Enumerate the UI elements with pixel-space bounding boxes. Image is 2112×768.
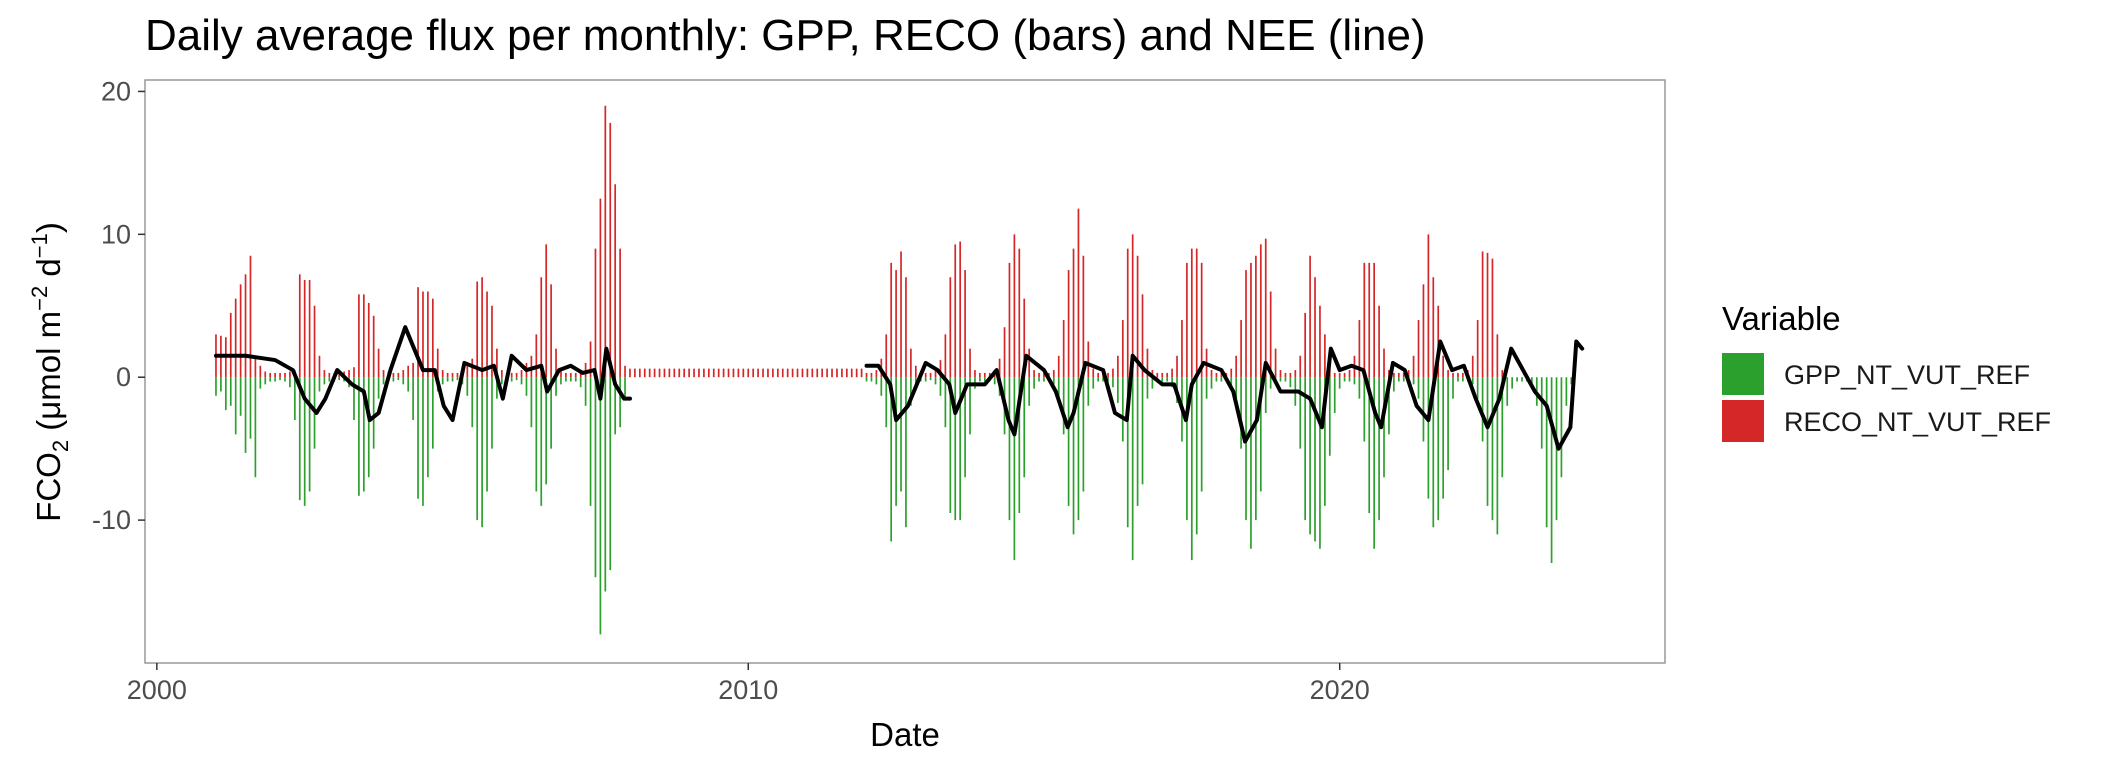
y-axis-title-unit: (μmol m bbox=[30, 311, 67, 440]
chart-title: Daily average flux per monthly: GPP, REC… bbox=[145, 11, 1426, 60]
y-tick-label: 20 bbox=[101, 76, 131, 106]
x-axis-title: Date bbox=[870, 716, 940, 753]
y-axis-title-sup1: −2 bbox=[27, 286, 52, 311]
nee-line-segment bbox=[213, 325, 632, 423]
y-axis-title-sup2: −1 bbox=[27, 233, 52, 258]
y-tick-label: 0 bbox=[116, 362, 131, 392]
x-tick-label: 2000 bbox=[127, 675, 187, 705]
legend-swatch-reco bbox=[1722, 400, 1764, 442]
x-tick-label: 2010 bbox=[718, 675, 778, 705]
legend-title: Variable bbox=[1722, 300, 1841, 337]
plot-panel bbox=[144, 79, 1666, 664]
y-tick-label: 10 bbox=[101, 219, 131, 249]
x-tick-label: 2020 bbox=[1310, 675, 1370, 705]
legend: Variable GPP_NT_VUT_REF RECO_NT_VUT_REF bbox=[1722, 300, 2051, 442]
legend-label-reco: RECO_NT_VUT_REF bbox=[1784, 407, 2051, 437]
legend-label-gpp: GPP_NT_VUT_REF bbox=[1784, 360, 2030, 390]
legend-swatch-gpp bbox=[1722, 353, 1764, 395]
x-axis: 2000 2010 2020 bbox=[127, 663, 1370, 705]
nee-line bbox=[213, 325, 1585, 451]
y-axis: -10 0 10 20 bbox=[92, 76, 145, 535]
reco-bars bbox=[215, 105, 1504, 378]
y-axis-title-unit-mid: d bbox=[30, 258, 67, 286]
y-axis-title: FCO2 (μmol m−2 d−1) bbox=[27, 222, 73, 522]
y-axis-title-sub: 2 bbox=[48, 440, 73, 452]
nee-line-segment bbox=[864, 339, 1585, 451]
y-axis-title-main: FCO bbox=[30, 452, 67, 522]
y-tick-label: -10 bbox=[92, 505, 131, 535]
y-axis-title-close: ) bbox=[30, 222, 67, 233]
